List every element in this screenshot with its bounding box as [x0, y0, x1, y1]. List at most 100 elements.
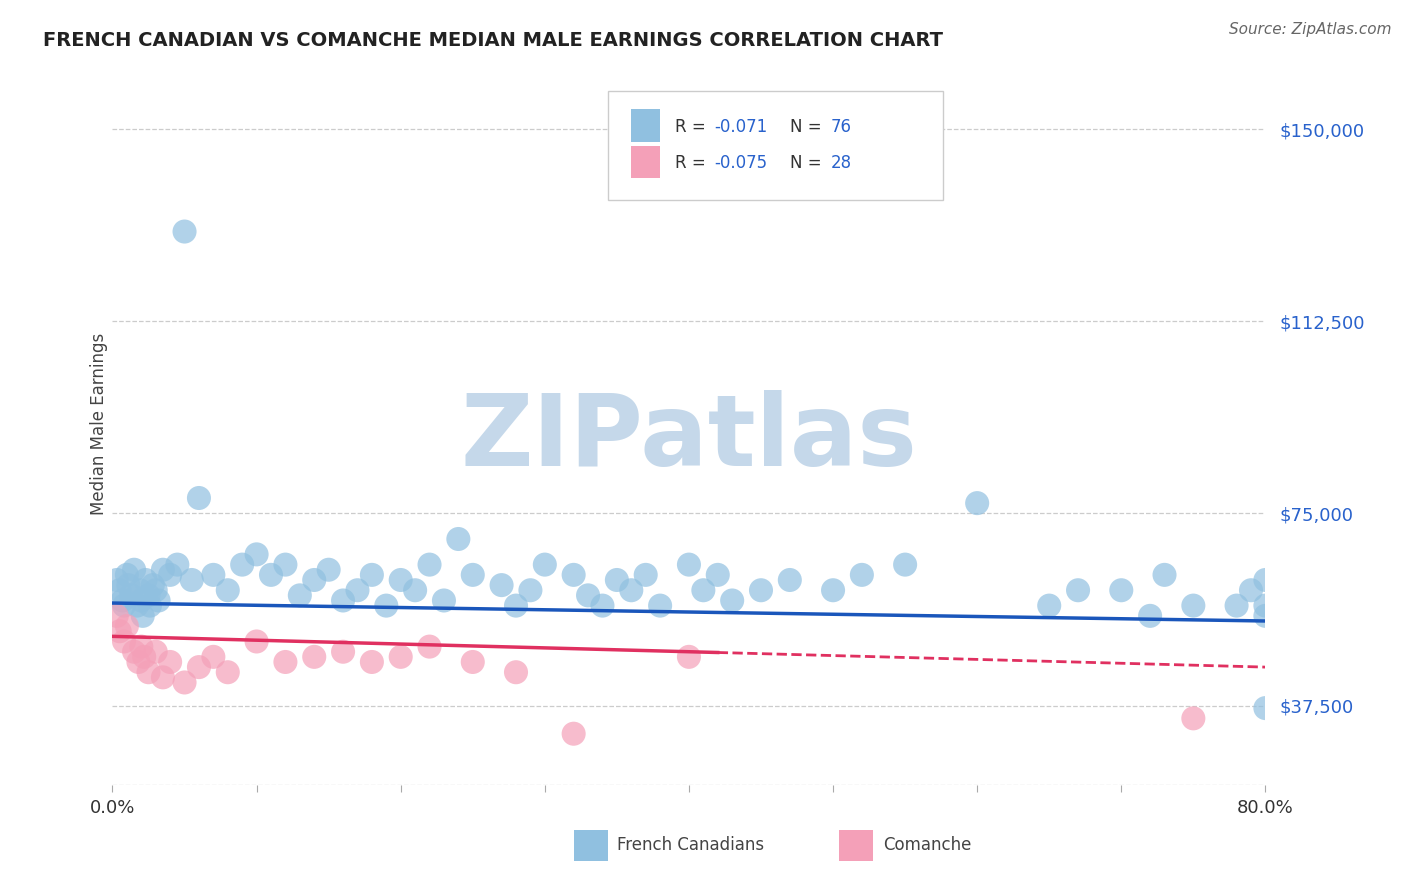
Point — [108, 624, 131, 639]
Point — [145, 583, 167, 598]
Point — [634, 567, 657, 582]
Point — [159, 655, 181, 669]
Point — [678, 649, 700, 664]
Point — [111, 593, 134, 607]
Point — [1139, 608, 1161, 623]
Point — [217, 665, 239, 680]
Point — [419, 558, 441, 572]
Text: ZIPatlas: ZIPatlas — [461, 390, 917, 487]
Point — [142, 578, 165, 592]
Point — [138, 588, 160, 602]
Point — [650, 599, 672, 613]
Point — [132, 608, 155, 623]
Point — [361, 655, 384, 669]
Point — [173, 225, 195, 239]
Point — [821, 583, 844, 598]
Point — [1182, 711, 1205, 725]
Point — [1254, 573, 1277, 587]
Point — [105, 573, 128, 587]
Y-axis label: Median Male Earnings: Median Male Earnings — [90, 333, 108, 515]
FancyBboxPatch shape — [631, 110, 661, 142]
Point — [129, 593, 153, 607]
Point — [117, 578, 139, 592]
Point — [128, 583, 150, 598]
Text: French Canadians: French Canadians — [617, 836, 765, 854]
Point — [304, 573, 326, 587]
Point — [1226, 599, 1249, 613]
FancyBboxPatch shape — [631, 145, 661, 178]
Point — [145, 645, 167, 659]
Point — [1254, 599, 1277, 613]
Point — [721, 593, 744, 607]
Point — [966, 496, 988, 510]
Point — [894, 558, 917, 572]
Point — [491, 578, 513, 592]
Point — [105, 608, 128, 623]
Text: Source: ZipAtlas.com: Source: ZipAtlas.com — [1229, 22, 1392, 37]
Point — [519, 583, 541, 598]
Point — [1182, 599, 1205, 613]
FancyBboxPatch shape — [574, 830, 609, 861]
Point — [260, 567, 283, 582]
Point — [576, 588, 599, 602]
Point — [592, 599, 614, 613]
Text: N =: N = — [790, 118, 827, 136]
Point — [152, 563, 174, 577]
Text: -0.075: -0.075 — [714, 154, 768, 172]
Point — [1038, 599, 1060, 613]
Point — [562, 727, 585, 741]
Point — [1111, 583, 1133, 598]
Point — [159, 567, 181, 582]
Point — [246, 634, 269, 648]
Point — [332, 593, 354, 607]
Point — [108, 583, 131, 598]
FancyBboxPatch shape — [609, 91, 942, 200]
Point — [138, 665, 160, 680]
Point — [127, 655, 149, 669]
Point — [433, 593, 456, 607]
FancyBboxPatch shape — [839, 830, 873, 861]
Point — [361, 567, 384, 582]
Point — [375, 599, 398, 613]
Point — [148, 593, 170, 607]
Point — [112, 634, 135, 648]
Point — [135, 573, 157, 587]
Point — [166, 558, 188, 572]
Point — [152, 670, 174, 684]
Text: 76: 76 — [831, 118, 852, 136]
Point — [404, 583, 426, 598]
Point — [246, 547, 269, 561]
Point — [134, 649, 156, 664]
Point — [332, 645, 354, 659]
Text: 28: 28 — [831, 154, 852, 172]
Point — [389, 649, 412, 664]
Text: N =: N = — [790, 154, 827, 172]
Point — [505, 665, 527, 680]
Point — [1153, 567, 1175, 582]
Point — [188, 491, 211, 505]
Point — [120, 588, 142, 602]
Text: FRENCH CANADIAN VS COMANCHE MEDIAN MALE EARNINGS CORRELATION CHART: FRENCH CANADIAN VS COMANCHE MEDIAN MALE … — [44, 30, 943, 50]
Text: Comanche: Comanche — [883, 836, 972, 854]
Point — [779, 573, 801, 587]
Point — [231, 558, 253, 572]
Point — [318, 563, 340, 577]
Text: R =: R = — [675, 154, 711, 172]
Point — [304, 649, 326, 664]
Point — [288, 588, 311, 602]
Text: R =: R = — [675, 118, 711, 136]
Point — [202, 649, 225, 664]
Point — [115, 619, 138, 633]
Point — [139, 599, 162, 613]
Point — [1254, 608, 1277, 623]
Point — [129, 640, 153, 654]
Point — [707, 567, 730, 582]
Point — [115, 567, 138, 582]
Point — [505, 599, 527, 613]
Point — [692, 583, 714, 598]
Point — [851, 567, 873, 582]
Point — [202, 567, 225, 582]
Point — [606, 573, 628, 587]
Point — [122, 563, 145, 577]
Point — [122, 645, 145, 659]
